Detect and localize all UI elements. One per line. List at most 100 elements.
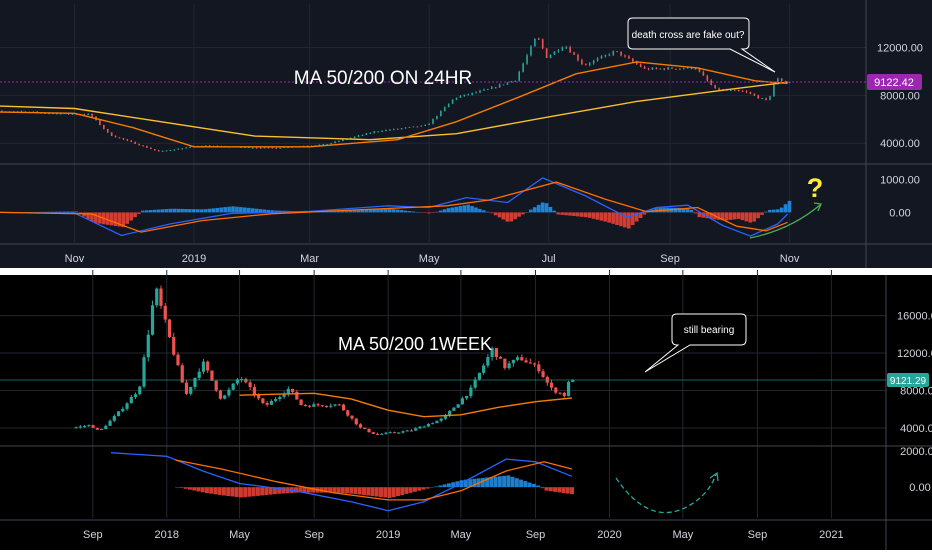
bot-macd-tick-1: 0.00	[909, 482, 930, 494]
bot-hist-bar-80	[514, 478, 519, 488]
top-hist-bar-122	[478, 208, 482, 213]
top-hist-bar-194	[760, 212, 764, 215]
top-hist-bar-132	[517, 212, 521, 217]
top-candle-body-12	[48, 113, 50, 115]
top-candle-body-111	[436, 115, 438, 119]
top-price-axis-labels: 12000.00 8000.00 4000.00	[877, 43, 923, 151]
top-hist-bar-105	[411, 211, 416, 213]
bot-hist-bar-22	[268, 487, 273, 495]
top-price-tick-0: 12000.00	[877, 43, 923, 55]
top-candle-body-28	[110, 132, 113, 136]
top-macd-line	[0, 177, 789, 237]
top-hist-bar-140	[548, 206, 553, 213]
bot-hist-bar-63	[442, 484, 447, 488]
top-hist-bar-124	[485, 211, 490, 213]
top-candle-body-31	[122, 138, 125, 140]
top-hist-bar-48	[188, 209, 192, 213]
bot-hist-bar-12	[226, 487, 231, 496]
top-candle-body-130	[510, 81, 513, 83]
top-candle-body-116	[455, 97, 458, 100]
bot-hist-bar-17	[247, 487, 252, 497]
top-hist-bar-14	[54, 211, 59, 213]
bot-hist-bar-47	[374, 487, 379, 497]
bot-hist-bar-8	[209, 487, 214, 494]
bot-hist-bar-66	[455, 481, 460, 488]
top-candle-body-144	[565, 47, 568, 49]
top-hist-bar-25	[97, 212, 102, 224]
bot-candle-body-5	[95, 427, 99, 430]
top-hist-bar-136	[532, 207, 537, 213]
top-price-tick-1: 8000.00	[880, 90, 920, 102]
bot-candle-body-4	[91, 425, 95, 428]
top-hist-bar-148	[579, 212, 584, 217]
bot-hist-bar-85	[536, 485, 541, 488]
top-candle-body-122	[479, 90, 481, 93]
top-hist-bar-88	[344, 210, 349, 213]
bottom-ma-fast-line	[239, 392, 572, 418]
top-candle-body-99	[389, 129, 391, 131]
top-hist-bar-138	[540, 202, 545, 213]
bot-time-tick-2: May	[229, 529, 250, 541]
bot-candle-body-60	[329, 405, 333, 407]
bot-candle-body-1	[78, 426, 82, 428]
top-candle-body-161	[632, 58, 634, 62]
question-mark-annotation: ?	[807, 173, 824, 203]
top-candle-body-137	[538, 38, 540, 40]
top-candle-body-169	[663, 68, 665, 70]
bot-candle-body-15	[138, 386, 142, 395]
top-hist-bar-131	[513, 212, 517, 220]
top-hist-bar-183	[717, 212, 721, 220]
top-candle-body-48	[189, 146, 191, 148]
top-candle-body-69	[271, 147, 274, 149]
bot-candle-body-55	[307, 405, 312, 407]
top-hist-bar-113	[442, 209, 447, 213]
top-candle-body-39	[153, 149, 156, 151]
bot-candle-body-54	[303, 404, 307, 406]
bot-candle-body-8	[108, 420, 112, 426]
top-candle-body-66	[259, 147, 262, 149]
top-hist-bar-47	[184, 208, 188, 213]
top-candle-body-133	[522, 63, 524, 72]
top-candle-body-159	[624, 55, 626, 57]
top-candle-body-119	[467, 94, 470, 96]
top-ma-slow-line	[0, 81, 788, 141]
top-hist-bar-162	[634, 212, 639, 222]
bot-candle-body-92	[465, 395, 469, 399]
top-candle-body-134	[526, 55, 528, 64]
top-hist-bar-23	[90, 212, 94, 222]
top-candle-body-103	[404, 127, 407, 129]
top-candle-body-147	[577, 54, 579, 61]
bot-candle-body-6	[99, 429, 104, 431]
top-candle-body-150	[588, 63, 591, 65]
bot-candle-body-19	[155, 288, 159, 306]
bot-hist-bar-45	[366, 487, 371, 496]
bot-hist-bar-76	[497, 476, 502, 488]
bot-candle-body-38	[235, 379, 240, 384]
top-last-price-value: 9122.42	[874, 77, 914, 89]
top-hist-bar-149	[583, 212, 588, 218]
bot-hist-bar-49	[383, 487, 388, 498]
bot-candle-body-106	[524, 360, 528, 363]
top-hist-bar-189	[740, 212, 745, 221]
top-hist-bar-156	[611, 212, 615, 224]
top-hist-bar-192	[752, 212, 756, 222]
top-candle-body-167	[655, 67, 658, 69]
top-time-tick-3: May	[419, 253, 440, 265]
top-hist-bar-143	[560, 212, 564, 215]
top-hist-bar-16	[62, 211, 67, 213]
top-hist-bar-92	[360, 209, 365, 213]
top-hist-bar-40	[156, 209, 161, 213]
top-candle-body-37	[146, 146, 148, 148]
bot-candle-body-71	[375, 433, 380, 435]
top-hist-bar-69	[270, 210, 274, 213]
bot-hist-bar-14	[234, 487, 239, 497]
top-hist-bar-180	[705, 212, 709, 219]
bot-hist-bar-61	[434, 486, 439, 488]
bot-candle-body-114	[558, 392, 562, 394]
top-hist-bar-27	[105, 212, 110, 225]
top-candle-body-21	[83, 114, 86, 116]
bot-hist-bar-37	[332, 487, 337, 493]
top-candle-body-174	[682, 68, 685, 70]
top-candle-body-83	[326, 144, 328, 146]
bot-hist-bar-88	[548, 487, 553, 492]
